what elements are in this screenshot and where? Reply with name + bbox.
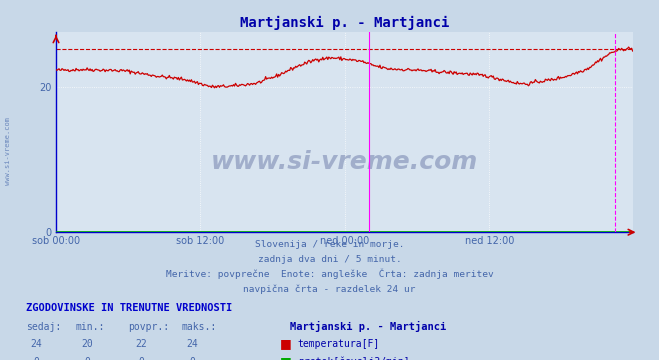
Text: temperatura[F]: temperatura[F] bbox=[298, 339, 380, 350]
Text: www.si-vreme.com: www.si-vreme.com bbox=[211, 150, 478, 174]
Text: pretok[čevelj3/min]: pretok[čevelj3/min] bbox=[298, 356, 409, 360]
Text: 0: 0 bbox=[139, 357, 144, 360]
Text: 0: 0 bbox=[190, 357, 195, 360]
Text: 20: 20 bbox=[82, 339, 94, 350]
Text: ■: ■ bbox=[280, 355, 292, 360]
Title: Martjanski p. - Martjanci: Martjanski p. - Martjanci bbox=[240, 16, 449, 30]
Text: ■: ■ bbox=[280, 337, 292, 350]
Text: navpična črta - razdelek 24 ur: navpična črta - razdelek 24 ur bbox=[243, 284, 416, 294]
Text: maks.:: maks.: bbox=[181, 322, 216, 332]
Text: www.si-vreme.com: www.si-vreme.com bbox=[5, 117, 11, 185]
Text: sedaj:: sedaj: bbox=[26, 322, 61, 332]
Text: 24: 24 bbox=[186, 339, 198, 350]
Text: 0: 0 bbox=[85, 357, 90, 360]
Text: Slovenija / reke in morje.: Slovenija / reke in morje. bbox=[255, 240, 404, 249]
Text: Meritve: povprečne  Enote: angleške  Črta: zadnja meritev: Meritve: povprečne Enote: angleške Črta:… bbox=[165, 268, 494, 279]
Text: ZGODOVINSKE IN TRENUTNE VREDNOSTI: ZGODOVINSKE IN TRENUTNE VREDNOSTI bbox=[26, 303, 233, 314]
Text: min.:: min.: bbox=[76, 322, 105, 332]
Text: 0: 0 bbox=[34, 357, 39, 360]
Text: 22: 22 bbox=[136, 339, 148, 350]
Text: zadnja dva dni / 5 minut.: zadnja dva dni / 5 minut. bbox=[258, 255, 401, 264]
Text: Martjanski p. - Martjanci: Martjanski p. - Martjanci bbox=[290, 321, 446, 332]
Text: povpr.:: povpr.: bbox=[129, 322, 169, 332]
Text: 24: 24 bbox=[30, 339, 42, 350]
